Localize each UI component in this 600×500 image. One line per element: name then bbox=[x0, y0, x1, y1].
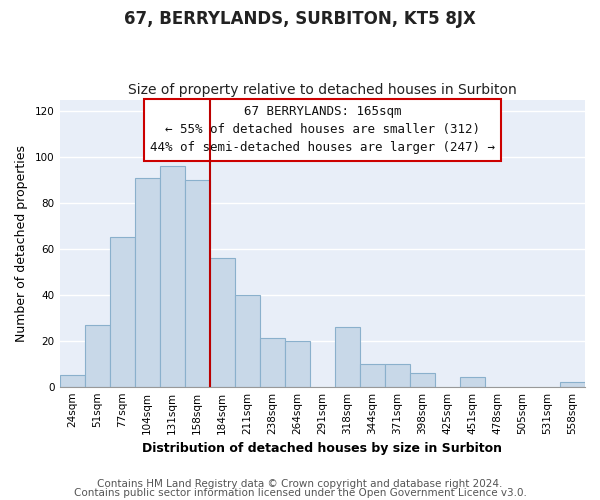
Bar bbox=[235, 295, 260, 386]
Bar bbox=[160, 166, 185, 386]
Bar bbox=[59, 375, 85, 386]
Bar bbox=[410, 373, 435, 386]
Bar bbox=[85, 324, 110, 386]
Text: 67, BERRYLANDS, SURBITON, KT5 8JX: 67, BERRYLANDS, SURBITON, KT5 8JX bbox=[124, 10, 476, 28]
Bar bbox=[385, 364, 410, 386]
Bar bbox=[209, 258, 235, 386]
Bar bbox=[335, 327, 360, 386]
Bar bbox=[560, 382, 585, 386]
Text: 67 BERRYLANDS: 165sqm
← 55% of detached houses are smaller (312)
44% of semi-det: 67 BERRYLANDS: 165sqm ← 55% of detached … bbox=[150, 106, 495, 154]
Bar bbox=[360, 364, 385, 386]
Bar bbox=[285, 340, 310, 386]
Bar bbox=[460, 378, 485, 386]
Bar bbox=[110, 238, 134, 386]
Bar bbox=[134, 178, 160, 386]
Y-axis label: Number of detached properties: Number of detached properties bbox=[15, 144, 28, 342]
Title: Size of property relative to detached houses in Surbiton: Size of property relative to detached ho… bbox=[128, 83, 517, 97]
Bar bbox=[185, 180, 209, 386]
Text: Contains HM Land Registry data © Crown copyright and database right 2024.: Contains HM Land Registry data © Crown c… bbox=[97, 479, 503, 489]
Text: Contains public sector information licensed under the Open Government Licence v3: Contains public sector information licen… bbox=[74, 488, 526, 498]
Bar bbox=[260, 338, 285, 386]
X-axis label: Distribution of detached houses by size in Surbiton: Distribution of detached houses by size … bbox=[142, 442, 502, 455]
